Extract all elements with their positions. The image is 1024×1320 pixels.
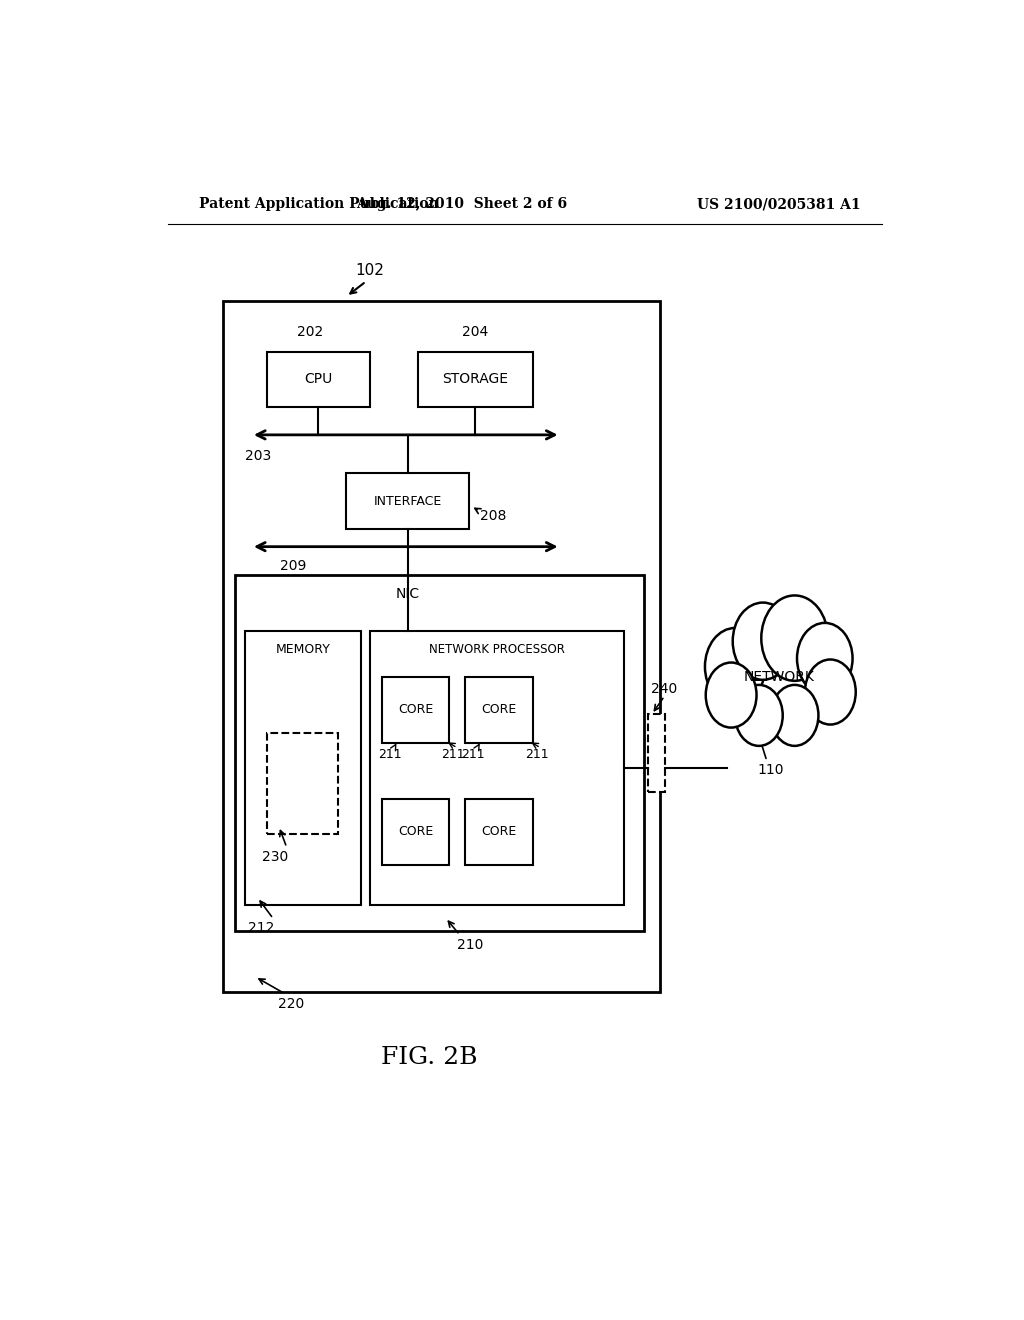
- Text: 204: 204: [462, 325, 488, 339]
- FancyBboxPatch shape: [346, 474, 469, 529]
- Circle shape: [705, 628, 765, 705]
- Text: 211: 211: [441, 748, 465, 760]
- Text: 102: 102: [355, 263, 384, 279]
- Circle shape: [771, 685, 818, 746]
- Text: 220: 220: [278, 997, 304, 1011]
- Text: CPU: CPU: [304, 372, 333, 387]
- FancyBboxPatch shape: [236, 576, 644, 931]
- Text: CORE: CORE: [481, 825, 517, 838]
- Circle shape: [735, 685, 782, 746]
- FancyBboxPatch shape: [465, 799, 532, 865]
- Text: 211: 211: [462, 748, 485, 760]
- Text: 230: 230: [262, 850, 288, 863]
- Text: US 2100/0205381 A1: US 2100/0205381 A1: [697, 197, 860, 211]
- FancyBboxPatch shape: [418, 351, 532, 408]
- Text: NETWORK: NETWORK: [743, 669, 814, 684]
- FancyBboxPatch shape: [465, 677, 532, 743]
- FancyBboxPatch shape: [267, 351, 370, 408]
- Text: 202: 202: [297, 325, 324, 339]
- Text: 110: 110: [758, 763, 784, 777]
- FancyBboxPatch shape: [382, 799, 450, 865]
- Circle shape: [733, 602, 793, 680]
- Text: 209: 209: [281, 558, 307, 573]
- Text: 212: 212: [248, 921, 274, 935]
- Text: Patent Application Publication: Patent Application Publication: [200, 197, 439, 211]
- Text: FIG. 2B: FIG. 2B: [381, 1047, 478, 1069]
- FancyBboxPatch shape: [267, 733, 338, 834]
- Text: 211: 211: [378, 748, 401, 760]
- Text: 203: 203: [246, 449, 271, 463]
- FancyBboxPatch shape: [648, 714, 666, 792]
- Text: MEMORY: MEMORY: [275, 643, 331, 656]
- Circle shape: [706, 663, 757, 727]
- Circle shape: [797, 623, 853, 694]
- Text: STORAGE: STORAGE: [442, 372, 508, 387]
- FancyBboxPatch shape: [246, 631, 360, 906]
- FancyBboxPatch shape: [223, 301, 659, 991]
- Text: NETWORK PROCESSOR: NETWORK PROCESSOR: [429, 643, 565, 656]
- Text: NIC: NIC: [395, 587, 420, 602]
- Text: CORE: CORE: [481, 704, 517, 717]
- Circle shape: [805, 660, 856, 725]
- Circle shape: [761, 595, 828, 681]
- Text: CORE: CORE: [398, 704, 433, 717]
- Text: Aug. 12, 2010  Sheet 2 of 6: Aug. 12, 2010 Sheet 2 of 6: [355, 197, 567, 211]
- Text: 208: 208: [479, 510, 506, 523]
- Text: 211: 211: [525, 748, 549, 760]
- FancyBboxPatch shape: [370, 631, 624, 906]
- Text: 210: 210: [458, 939, 483, 952]
- Text: CORE: CORE: [398, 825, 433, 838]
- Text: INTERFACE: INTERFACE: [374, 495, 442, 508]
- FancyBboxPatch shape: [382, 677, 450, 743]
- Text: 240: 240: [651, 682, 678, 696]
